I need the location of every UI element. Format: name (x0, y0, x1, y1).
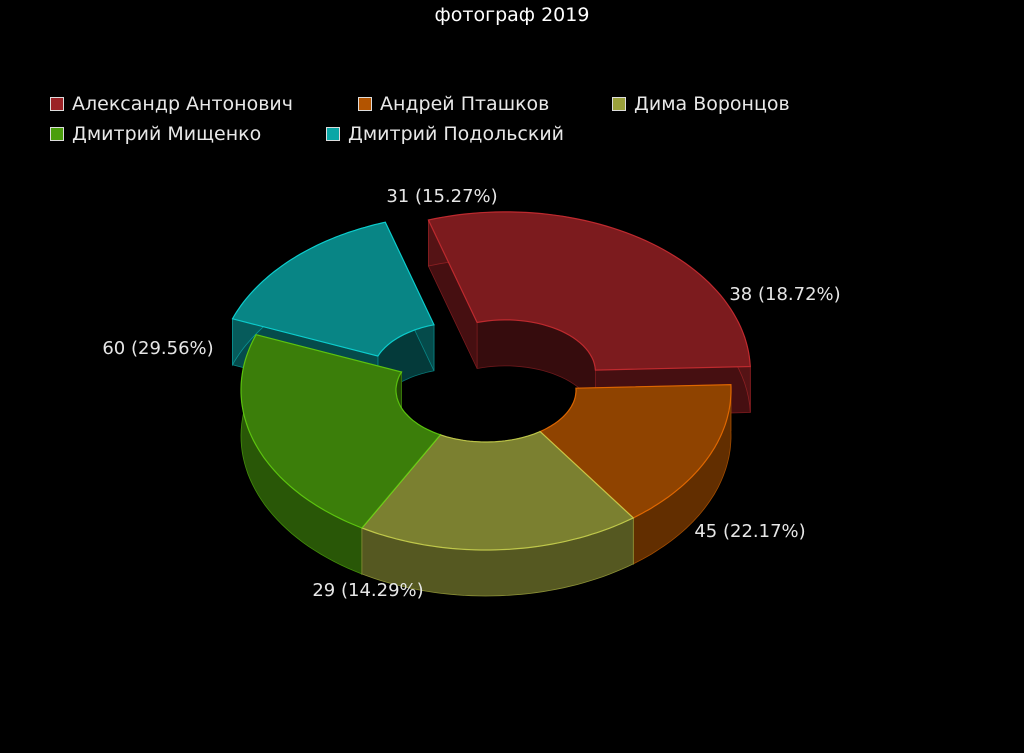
legend-swatch (50, 127, 64, 141)
data-label: 29 (14.29%) (312, 580, 423, 601)
legend-item[interactable]: Дима Воронцов (612, 93, 790, 115)
chart-title: фотограф 2019 (434, 4, 590, 26)
pie-slice (427, 211, 751, 371)
legend-item[interactable]: Андрей Пташков (358, 93, 549, 115)
slice-tops (231, 211, 751, 551)
legend-swatch (358, 97, 372, 111)
data-label: 31 (15.27%) (386, 186, 497, 207)
legend-label: Дмитрий Мищенко (72, 123, 262, 145)
legend-item[interactable]: Дмитрий Мищенко (50, 123, 261, 145)
legend-swatch (612, 97, 626, 111)
legend-label: Александр Антонович (72, 93, 293, 115)
pie-slice (539, 383, 732, 519)
legend-label: Дмитрий Подольский (348, 123, 565, 145)
legend-item[interactable]: Дмитрий Подольский (326, 123, 564, 145)
legend-label: Дима Воронцов (634, 93, 790, 115)
pie-slice (231, 221, 435, 357)
legend-swatch (50, 97, 64, 111)
data-label: 38 (18.72%) (729, 284, 840, 305)
legend-label: Андрей Пташков (380, 93, 550, 115)
pie-slice (360, 430, 635, 551)
pie-slice (240, 334, 442, 529)
legend-item[interactable]: Александр Антонович (50, 93, 293, 115)
data-label: 45 (22.17%) (694, 521, 805, 542)
data-label: 60 (29.56%) (102, 338, 213, 359)
legend-swatch (326, 127, 340, 141)
